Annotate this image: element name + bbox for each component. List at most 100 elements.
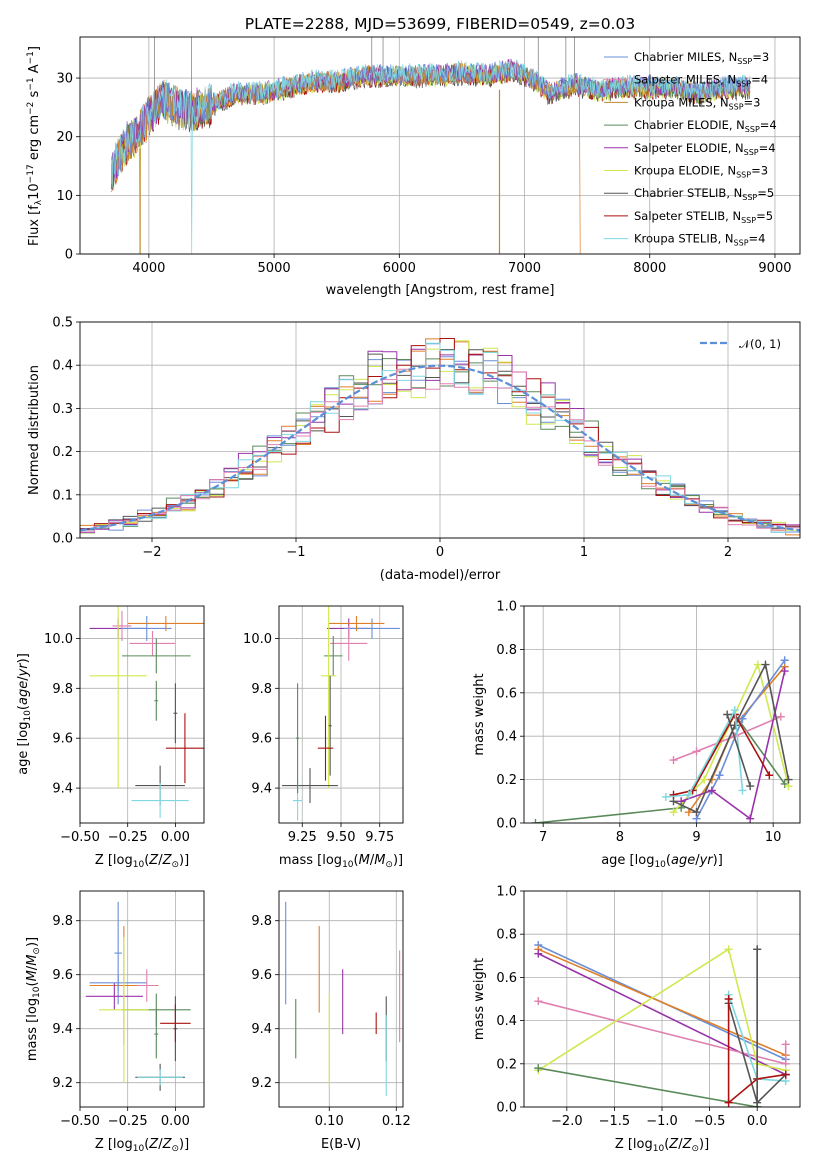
data-point: [154, 1009, 159, 1059]
legend-entry: Kroupa STELIB, NSSP=4: [634, 232, 765, 248]
y-tick-label: 10.0: [44, 632, 73, 647]
plot-area: [531, 656, 793, 823]
data-point: [328, 675, 332, 776]
chart-age-vs-mass: 9.25 9.50 9.75 9.4 9.6 9.8 10.0 mass [log10(M/M…: [243, 605, 404, 870]
y-tick-label: 0.4: [496, 1014, 517, 1029]
data-point: [330, 625, 368, 661]
x-tick-label: 0.12: [382, 1114, 411, 1129]
data-point: [85, 982, 143, 1010]
chart-residuals: −2 −1 0 1 2 0.0 0.1 0.2 0.3 0.4 0.5 (data-model)/er…: [27, 316, 801, 583]
x-axis-label: mass [log10(M/M⊙)]: [279, 853, 403, 870]
y-tick-label: 0.6: [496, 971, 517, 986]
series-marker: [692, 808, 701, 817]
legend-entry: Salpeter STELIB, NSSP=5: [634, 209, 773, 225]
series-marker: [692, 747, 701, 756]
y-tick-label: 0.6: [496, 686, 517, 701]
series-marker: [753, 660, 762, 669]
y-tick-label: 0.0: [496, 1101, 517, 1116]
x-tick-label: 6000: [383, 261, 416, 276]
y-tick-label: 9.8: [52, 914, 73, 929]
legend: Chabrier MILES, NSSP=3 Salpeter MILES, NS…: [604, 50, 777, 248]
data-point: [328, 615, 385, 631]
legend-entry: Salpeter ELODIE, NSSP=4: [634, 141, 776, 157]
y-tick-label: 0.5: [52, 316, 73, 331]
x-tick-label: 2: [724, 545, 732, 560]
series-marker: [531, 819, 540, 823]
series-marker: [534, 1064, 543, 1073]
x-tick-label: −0.25: [108, 830, 148, 845]
series-marker: [781, 1070, 790, 1079]
x-tick-label: 9.75: [365, 830, 394, 845]
series-marker: [677, 797, 686, 806]
series: [692, 656, 789, 823]
y-tick-label: 0.8: [496, 928, 517, 943]
plot-area: [285, 901, 401, 1097]
series-marker: [753, 1103, 762, 1107]
chart-mass-vs-EBV: 0.10 0.12 9.2 9.4 9.6 9.8 E(B-V): [251, 890, 411, 1152]
series-line: [537, 948, 786, 1072]
data-point: [317, 715, 334, 781]
data-point: [173, 683, 178, 744]
plot-area: [282, 606, 400, 821]
axes-frame: [79, 890, 205, 1108]
data-point: [121, 615, 172, 641]
x-tick-label: 7000: [508, 261, 541, 276]
series-marker: [724, 995, 733, 1003]
series-marker: [730, 706, 739, 715]
axes-frame: [278, 605, 404, 824]
y-tick-label: 0.0: [496, 817, 517, 832]
y-tick-label: 9.2: [251, 1076, 272, 1091]
y-tick-label: 9.2: [52, 1076, 73, 1091]
spectrum-line: [110, 59, 751, 254]
series-marker: [780, 667, 789, 676]
data-point: [296, 683, 300, 794]
series-marker: [534, 997, 543, 1006]
series-line: [726, 714, 751, 787]
x-tick-label: −0.50: [60, 830, 100, 845]
axes-frame: [79, 321, 801, 539]
x-axis-label: Z [log10(Z/Z⊙)]: [95, 853, 189, 870]
plot-layer: 4000 5000 6000 7000 8000 90000102030PLATE=228…: [16, 15, 801, 1154]
x-tick-label: 0.0: [747, 1114, 768, 1129]
plot-area: [534, 941, 790, 1107]
x-axis-label: E(B-V): [321, 1137, 361, 1152]
y-tick-label: 9.6: [52, 968, 73, 983]
series-marker: [534, 949, 543, 958]
x-tick-label: −1: [286, 545, 305, 560]
x-tick-label: −1.5: [599, 1114, 631, 1129]
y-tick-label: 1.0: [496, 885, 517, 900]
y-axis-label: Flux [fλ10−17 erg cm−2 s−1 A−1]: [26, 46, 44, 246]
y-tick-label: 20: [56, 130, 73, 145]
chart-title: PLATE=2288, MJD=53699, FIBERID=0549, z=0…: [245, 15, 635, 33]
chart-weight-vs-Z: −2.0 −1.5 −1.0 −0.5 0.0 0.0 0.2 0.4 0.6 0.8 1.0 Z […: [472, 885, 801, 1154]
x-tick-label: 0: [436, 545, 444, 560]
x-axis-label: Z [log10(Z/Z⊙)]: [615, 1137, 709, 1154]
series-marker: [700, 775, 709, 784]
data-point: [137, 969, 157, 1002]
x-tick-label: 0.10: [315, 1114, 344, 1129]
y-tick-label: 10: [56, 189, 73, 204]
x-tick-label: 9.25: [288, 830, 317, 845]
legend-entry: Kroupa ELODIE, NSSP=3: [634, 164, 768, 180]
x-tick-label: 9.50: [327, 830, 356, 845]
data-point: [89, 606, 147, 789]
y-tick-label: 9.4: [251, 1022, 272, 1037]
x-tick-label: 7: [539, 830, 547, 845]
x-tick-label: −0.25: [108, 1114, 148, 1129]
axes-frame: [278, 890, 404, 1108]
series-marker: [707, 786, 716, 795]
series-marker: [776, 712, 785, 721]
series-marker: [746, 814, 755, 823]
series-marker: [761, 660, 770, 669]
series-marker: [669, 756, 678, 765]
y-tick-label: 0.2: [496, 1057, 517, 1072]
legend-entry: Chabrier STELIB, NSSP=5: [634, 186, 774, 202]
y-tick-label: 9.6: [52, 732, 73, 747]
y-axis-label: mass weight: [472, 673, 487, 755]
x-tick-label: −1.0: [646, 1114, 678, 1129]
series-marker: [684, 808, 693, 817]
x-tick-label: 0.00: [161, 1114, 190, 1129]
y-axis-label: mass [log10(M/M⊙)]: [25, 937, 42, 1061]
series-marker: [730, 721, 739, 730]
